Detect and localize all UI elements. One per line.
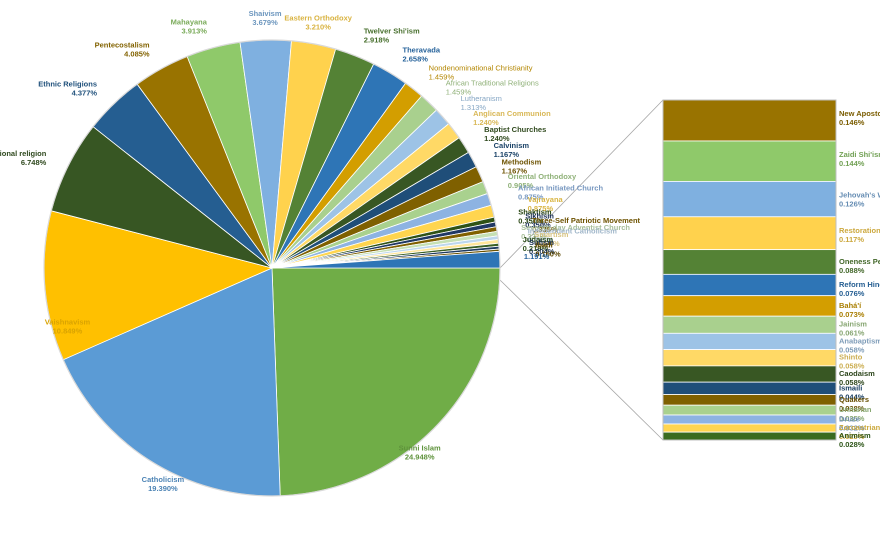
label-three-self-patriotic-movement: Three-Self Patriotic Movement 0.335% xyxy=(532,216,640,234)
label-ethnic-religions: Ethnic Religions 4.377% xyxy=(38,80,97,98)
label-oriental-orthodoxy: Oriental Orthodoxy 0.905% xyxy=(508,172,577,190)
bar-label-druze: Druze 0.032% xyxy=(839,415,865,433)
bar-label-restorationism: Restorationism0.117% xyxy=(839,226,880,244)
label-catholicism: Catholicism 19.390% xyxy=(142,475,185,493)
label-sikhism: Sikhism 0.350% xyxy=(525,212,554,230)
bar-label-ismaili: Ismaili 0.044% xyxy=(839,383,865,401)
label-mahayana: Mahayana 3.913% xyxy=(171,18,208,36)
label-methodism: Methodism 1.167% xyxy=(502,157,542,175)
bar-label-oneness-pentecostalism: Oneness Pentecostalism0.088% xyxy=(839,257,880,275)
connector-lines xyxy=(499,99,664,441)
label-shaktism: Shaktism 0.350% xyxy=(518,207,552,225)
label-lutheranism: Lutheranism 1.313% xyxy=(461,94,502,112)
bar-label-jainism: Jainism 0.061% xyxy=(839,320,867,338)
bar-label-unitarian: Unitarian 0.035% xyxy=(839,405,872,423)
bar-segment-quakers xyxy=(662,394,837,406)
bar-label-shinto: Shinto 0.058% xyxy=(839,353,865,371)
label-judaism: Judaism 0.219% xyxy=(523,235,554,253)
secondary-bar xyxy=(662,99,837,441)
bar-label-jehovah-s-witnesses: Jehovah's Witnesses0.126% xyxy=(839,190,880,208)
label-baptist-churches: Baptist Churches 1.240% xyxy=(484,125,546,143)
label-vaishnavism: Vaishnavism 10.849% xyxy=(45,317,91,335)
label-calvinism: Calvinism 1.167% xyxy=(494,141,530,159)
pie-slice-sunni-islam xyxy=(271,267,501,497)
label-pentecostalism: Pentecostalism 4.085% xyxy=(95,41,150,59)
label-smartism: Smartism 0.263% xyxy=(534,230,569,248)
bar-segment-oneness-pentecostalism xyxy=(662,249,837,275)
bar-segment-anabaptism xyxy=(662,332,837,350)
bar-segment-unitarian xyxy=(662,404,837,416)
main-pie xyxy=(43,39,501,497)
label-independent-catholicism: Independent Catholicism 0.263% xyxy=(528,227,618,245)
bar-segment-new-apostolic-church xyxy=(662,99,837,142)
bar-segment-jehovah-s-witnesses xyxy=(662,181,837,218)
label-african-traditional-religions: African Traditional Religions 1.459% xyxy=(446,78,539,96)
label-anglican-communion: Anglican Communion 1.240% xyxy=(473,109,551,127)
bar-segment-shinto xyxy=(662,349,837,367)
label-other: 1.191% xyxy=(524,252,550,261)
pie-outline xyxy=(43,39,501,497)
label-seventh-day-adventist-church: Seventh-day Adventist Church 0.321% xyxy=(521,223,630,241)
bar-segment-reform-hinduism xyxy=(662,273,837,297)
bar-segment-bah xyxy=(662,295,837,317)
bar-label-quakers: Quakers 0.038% xyxy=(839,395,869,413)
bar-segment-caodaism xyxy=(662,365,837,383)
label-eastern-orthodoxy: Eastern Orthodoxy 3.210% xyxy=(284,13,352,31)
bar-segment-animism xyxy=(662,431,837,441)
bar-label-zoroastrianism: Zoroastrianism0.029% xyxy=(839,423,880,441)
bar-label-bah: Bahá'í 0.073% xyxy=(839,301,865,319)
label-sufism: Sufism 0.204% xyxy=(529,238,555,256)
bar-segment-druze xyxy=(662,414,837,425)
label-sunni-islam: Sunni Islam 24.948% xyxy=(399,443,441,461)
label-african-initiated-church: African Initiated Church 0.875% xyxy=(518,183,603,201)
bar-label-caodaism: Caodaism 0.058% xyxy=(839,369,875,387)
connector-line-top xyxy=(499,99,664,269)
label-nondenominational-christianity: Nondenominational Christianity 1.459% xyxy=(429,64,533,82)
bar-segment-zoroastrianism xyxy=(662,423,837,433)
data-labels: Sunni Islam 24.948% Catholicism 19.390% Vais… xyxy=(0,9,880,493)
label-shaivism: Shaivism 3.679% xyxy=(249,9,282,27)
bar-label-reform-hinduism: Reform Hinduism0.076% xyxy=(839,280,880,298)
label-twelver-shi-ism: Twelver Shi'ism 2.918% xyxy=(364,26,420,44)
bar-segment-restorationism xyxy=(662,216,837,251)
bar-segment-ismaili xyxy=(662,381,837,395)
bar-label-animism: Animism 0.028% xyxy=(839,431,871,449)
label-vajrayana: Vajrayana 0.875% xyxy=(528,195,564,213)
bar-outline xyxy=(662,99,837,441)
label-ibadi: Ibadi 0.160% xyxy=(535,240,561,258)
bar-segment-zaidi-shi-ism xyxy=(662,140,837,182)
bar-segment-jainism xyxy=(662,315,837,334)
bar-label-anabaptism: Anabaptism 0.058% xyxy=(839,336,880,354)
connector-line-bottom xyxy=(499,279,664,441)
label-theravada: Theravada 2.658% xyxy=(402,45,440,63)
